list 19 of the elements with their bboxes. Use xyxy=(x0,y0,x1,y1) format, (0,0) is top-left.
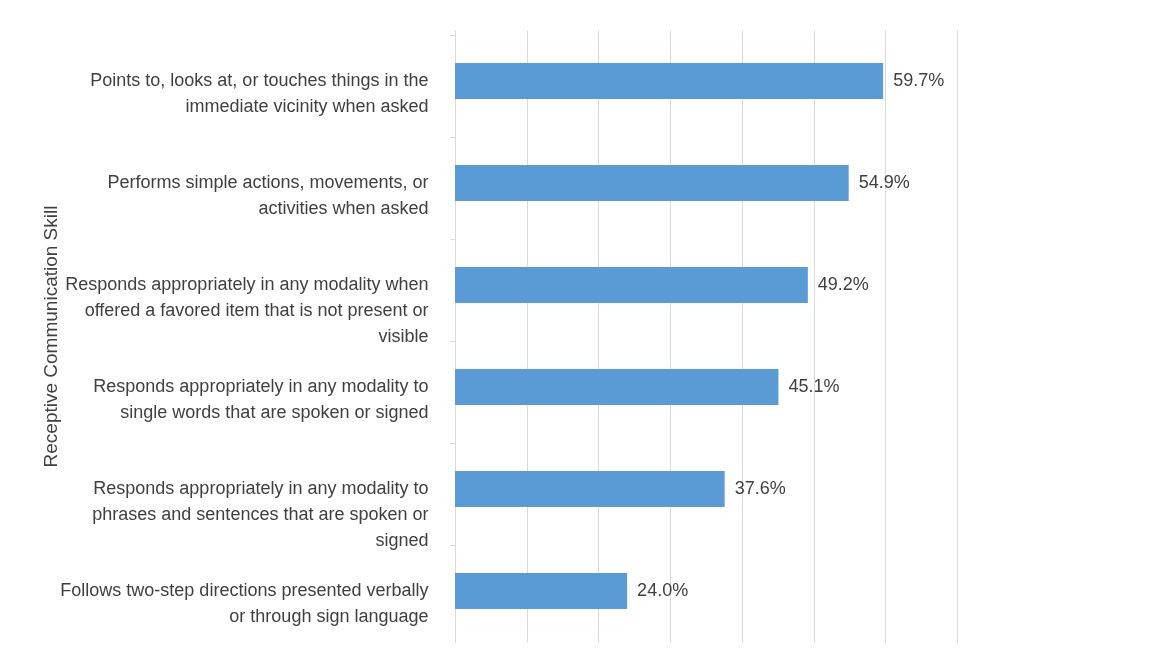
bar xyxy=(455,471,725,507)
data-label: 45.1% xyxy=(788,376,840,396)
y-tick-label: Responds appropriately in any modality when offered a favored item that is not present or visible xyxy=(65,274,429,346)
data-label: 24.0% xyxy=(637,580,689,600)
bar xyxy=(455,573,628,609)
data-label: 37.6% xyxy=(734,478,786,498)
bar xyxy=(455,267,808,303)
y-tick-label: Follows two-step directions presented verbally or through sign language xyxy=(60,580,429,626)
bar xyxy=(455,63,884,99)
bar xyxy=(455,165,849,201)
y-tick-label: Points to, looks at, or touches things in the immediate vicinity when asked xyxy=(90,70,429,116)
y-tick-label: Responds appropriately in any modality to single words that are spoken or signed xyxy=(93,376,429,422)
y-axis-title: Receptive Communication Skill xyxy=(39,205,61,468)
data-label: 59.7% xyxy=(893,70,945,90)
data-label: 54.9% xyxy=(858,172,910,192)
y-tick-label: Performs simple actions, movements, or activities when asked xyxy=(107,172,429,218)
bar xyxy=(455,369,779,405)
data-label: 49.2% xyxy=(817,274,869,294)
y-tick-label: Responds appropriately in any modality to phrases and sentences that are spoken or signed xyxy=(92,478,429,550)
